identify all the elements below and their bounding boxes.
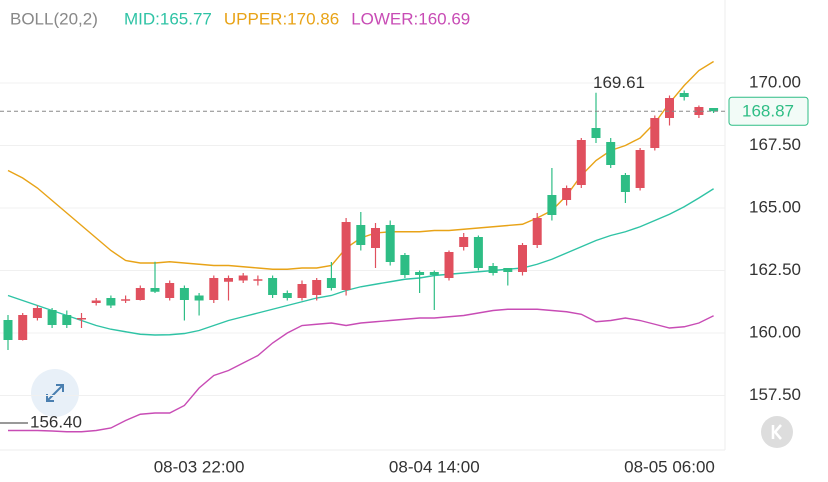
legend-label: UPPER:170.86 — [224, 9, 339, 28]
x-tick-label: 08-04 14:00 — [389, 457, 480, 476]
candle-body — [194, 295, 204, 301]
candle-body — [238, 275, 248, 281]
candle-body — [620, 175, 630, 192]
candle-body — [121, 299, 131, 301]
candle-body — [562, 188, 572, 200]
x-tick-label: 08-05 06:00 — [624, 457, 715, 476]
candle-body — [312, 280, 322, 295]
candle-body — [371, 228, 380, 248]
expand-button[interactable] — [31, 369, 79, 417]
low-annotation: 156.40 — [30, 412, 82, 431]
high-annotation: 169.61 — [593, 73, 645, 92]
candle-body — [679, 93, 689, 97]
candle-body — [503, 268, 513, 272]
candle-body — [400, 255, 410, 275]
candle-body — [576, 140, 586, 185]
candle-body — [62, 315, 72, 325]
candle-body — [135, 288, 145, 300]
candle-body — [532, 218, 542, 245]
candle-body — [150, 288, 160, 292]
candle-body — [253, 279, 263, 281]
candle-body — [650, 118, 660, 148]
candle-body — [385, 225, 395, 262]
candle-body — [165, 283, 175, 298]
band-line — [8, 308, 714, 433]
candle-body — [341, 222, 351, 290]
y-tick-label: 165.00 — [749, 197, 801, 216]
indicator-title: BOLL(20,2) — [10, 9, 98, 28]
last-price-label: 168.87 — [742, 102, 794, 121]
candle-body — [179, 288, 189, 300]
legend-label: LOWER:160.69 — [351, 9, 470, 28]
candle-body — [3, 320, 13, 340]
candle-body — [356, 225, 366, 245]
candle-body — [297, 284, 307, 298]
candle-body — [606, 142, 616, 165]
candle-body — [77, 318, 86, 320]
candle-body — [518, 245, 527, 272]
x-tick-label: 08-03 22:00 — [154, 457, 245, 476]
candle-body — [429, 272, 439, 275]
candle-body — [488, 266, 498, 273]
candle-body — [47, 310, 57, 325]
candle-body — [282, 293, 292, 298]
collapse-button[interactable] — [761, 416, 793, 448]
candle-body — [444, 252, 454, 278]
candle-body — [547, 195, 557, 215]
band-line — [7, 188, 714, 336]
candle-body — [665, 98, 674, 118]
candle-body — [709, 108, 719, 112]
candle-body — [18, 315, 28, 340]
candle-body — [91, 300, 101, 303]
candle-body — [694, 107, 704, 115]
candle-body — [326, 278, 336, 288]
candle-body — [268, 278, 278, 295]
candle-body — [473, 237, 483, 268]
y-tick-label: 162.50 — [749, 260, 801, 279]
candle-body — [591, 128, 601, 138]
y-tick-label: 167.50 — [749, 135, 801, 154]
candle-body — [209, 278, 219, 300]
y-tick-label: 160.00 — [749, 322, 801, 341]
legend-label: MID:165.77 — [124, 9, 212, 28]
candle-body — [635, 150, 645, 188]
last-price-box — [728, 96, 809, 126]
candle-body — [459, 237, 469, 247]
candle-body — [32, 308, 42, 318]
candle-body — [415, 272, 425, 275]
y-tick-label: 170.00 — [749, 72, 801, 91]
legend: MID:165.77 UPPER:170.86 LOWER:160.69 — [124, 9, 470, 28]
candle-body — [224, 278, 233, 282]
y-tick-label: 157.50 — [749, 385, 801, 404]
candle-body — [106, 298, 116, 306]
